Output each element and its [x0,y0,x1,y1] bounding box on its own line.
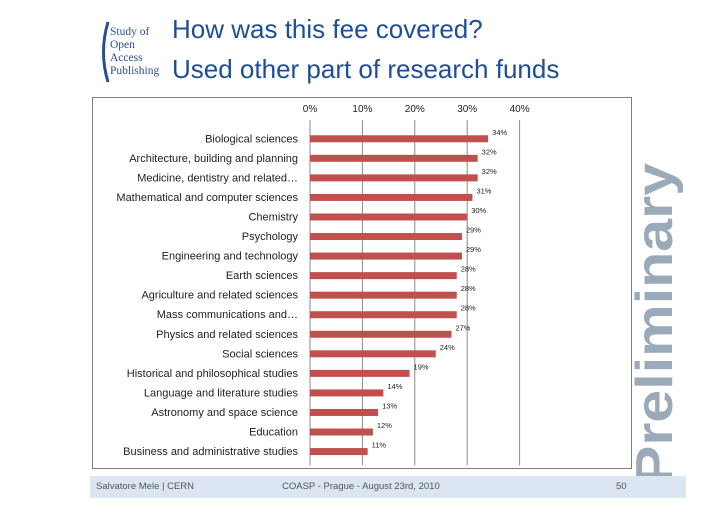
category-label: Physics and related sciences [156,329,298,341]
data-label: 24% [440,343,455,352]
bar [310,233,462,241]
data-label: 19% [414,362,429,371]
bar [310,448,368,456]
data-label: 27% [455,323,470,332]
chart-frame: 0% 10% 20% 30% 40% Biological sciences 34% Arch… [92,97,632,469]
bar [310,213,468,221]
bar [310,252,462,260]
logo-line-1: Study of [110,26,150,38]
data-label: 12% [377,421,392,430]
data-label: 29% [466,245,481,254]
category-label: Mass communications and… [157,309,298,321]
category-label: Agriculture and related sciences [141,290,298,302]
bar [310,272,457,280]
data-label: 28% [461,304,476,313]
data-label: 28% [461,265,476,274]
data-label: 14% [387,382,402,391]
category-label: Business and administrative studies [123,446,298,458]
data-label: 32% [482,167,497,176]
data-label: 32% [482,147,497,156]
bar [310,369,410,377]
x-tick-label: 10% [352,104,372,115]
top-rule [0,0,728,8]
bar [310,330,452,338]
study-of-open-access-publishing-logo: Study of Open Access Publishing [96,16,159,88]
x-tick-label: 20% [405,104,425,115]
x-tick-label: 0% [303,104,318,115]
logo-bracket-icon [102,21,110,83]
bar [310,174,478,182]
category-label: Psychology [242,231,299,243]
category-label: Language and literature studies [144,387,299,399]
data-label: 34% [492,128,507,137]
bar [310,154,478,162]
x-tick-label: 40% [510,104,530,115]
category-label: Social sciences [222,348,298,360]
bar-chart: 0% 10% 20% 30% 40% Biological sciences 34% Arch… [116,104,530,466]
data-label: 13% [382,401,397,410]
data-label: 28% [461,284,476,293]
logo-line-4: Publishing [110,65,160,77]
bar [310,350,436,358]
x-tick-label: 30% [457,104,477,115]
category-label: Biological sciences [205,133,298,145]
category-label: Education [249,427,298,439]
footer-page-number: 50 [616,481,627,492]
category-label: Architecture, building and planning [129,153,298,165]
logo-line-2: Open [110,39,135,51]
category-label: Mathematical and computer sciences [116,192,298,204]
footer-author: Salvatore Mele | CERN [96,481,195,492]
bar [310,291,457,299]
category-label: Historical and philosophical studies [127,368,299,380]
bar [310,193,473,201]
page-subtitle: Used other part of research funds [172,54,560,84]
preliminary-watermark: Preliminary [626,163,684,485]
bar [310,408,379,416]
category-label: Engineering and technology [162,251,299,263]
footer: Salvatore Mele | CERN COASP - Prague - A… [90,476,686,498]
bar [310,428,373,436]
logo-line-3: Access [110,52,143,64]
bar [310,389,384,397]
category-label: Chemistry [248,211,298,223]
category-label: Astronomy and space science [151,407,298,419]
watermark-text: Preliminary [626,163,684,485]
data-label: 29% [466,226,481,235]
bar [310,135,489,143]
data-label: 30% [471,206,486,215]
data-label: 11% [372,441,387,450]
category-label: Earth sciences [226,270,299,282]
data-label: 31% [476,186,491,195]
category-label: Medicine, dentistry and related… [137,172,298,184]
page-title: How was this fee covered? [172,14,483,44]
bar [310,311,457,319]
footer-event: COASP - Prague - August 23rd, 2010 [282,481,440,492]
